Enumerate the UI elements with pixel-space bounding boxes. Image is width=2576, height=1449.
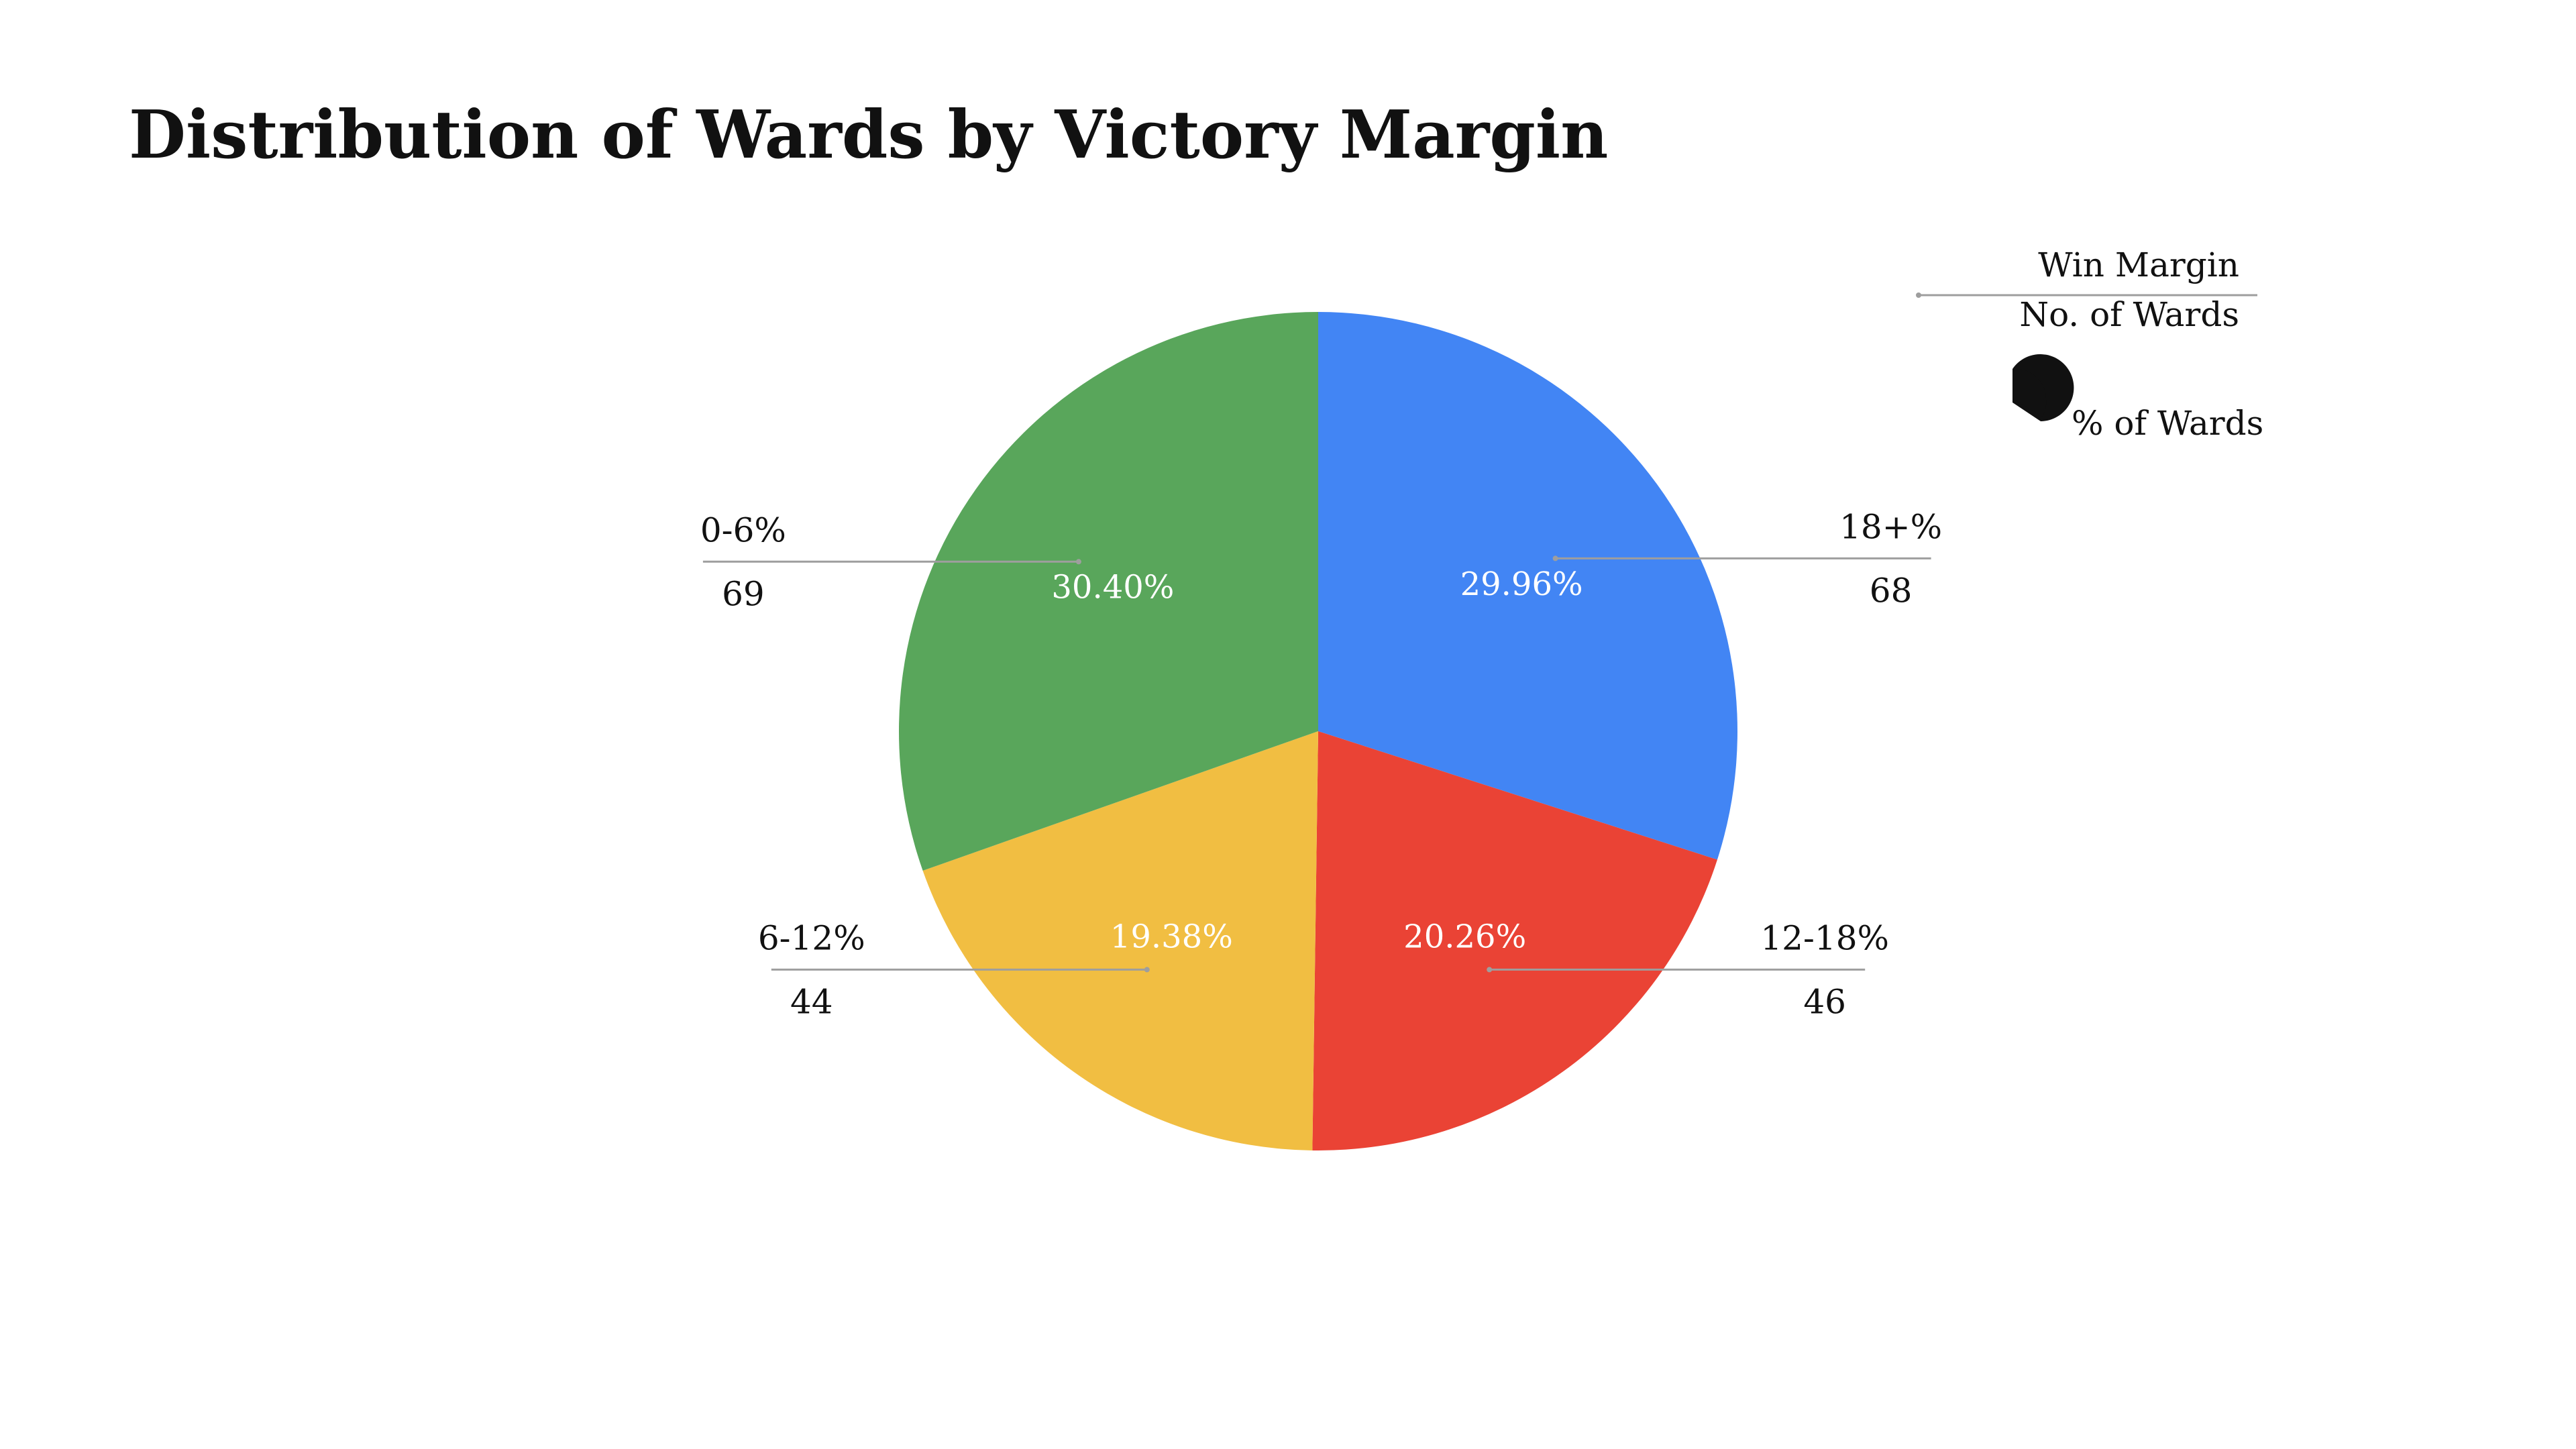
slice-percent-label: 20.26% — [1403, 918, 1526, 956]
callout-category-label: 18+% — [1839, 507, 1942, 546]
legend-value-header: No. of Wards — [2019, 295, 2239, 334]
pie-slice-12-18 — [1312, 731, 1717, 1150]
legend-percent-header: % of Wards — [2072, 404, 2263, 443]
callout-value-label: 46 — [1803, 982, 1846, 1021]
pie-icon — [2012, 354, 2074, 421]
callout-value-label: 68 — [1870, 571, 1913, 610]
callout-value-label: 44 — [790, 982, 833, 1021]
chart-title: Distribution of Wards by Victory Margin — [129, 97, 1608, 174]
callout-category-label: 0-6% — [700, 511, 786, 549]
pie-slice-0-6 — [898, 312, 1318, 871]
callout-category-label: 12-18% — [1760, 918, 1889, 957]
callout-value-label: 69 — [722, 574, 765, 613]
callout-category-label: 6-12% — [758, 918, 865, 957]
legend-category-header: Win Margin — [2038, 246, 2239, 284]
pie-callouts: 18+% 68 12-18% 46 6-12% 44 0-6% 69 — [700, 507, 1942, 1021]
legend-divider-dot — [1916, 292, 1921, 298]
pie-percent-labels: 29.96% 20.26% 19.38% 30.40% — [1051, 566, 1582, 955]
slice-percent-label: 19.38% — [1110, 918, 1233, 956]
pie-slices — [898, 312, 1737, 1150]
slice-percent-label: 30.40% — [1051, 568, 1174, 606]
pie-slice-6-12 — [922, 731, 1318, 1150]
pie-slice-18 — [1318, 312, 1737, 860]
slice-percent-label: 29.96% — [1460, 566, 1583, 603]
chart-legend: Win Margin No. of Wards % of Wards — [1916, 246, 2263, 443]
